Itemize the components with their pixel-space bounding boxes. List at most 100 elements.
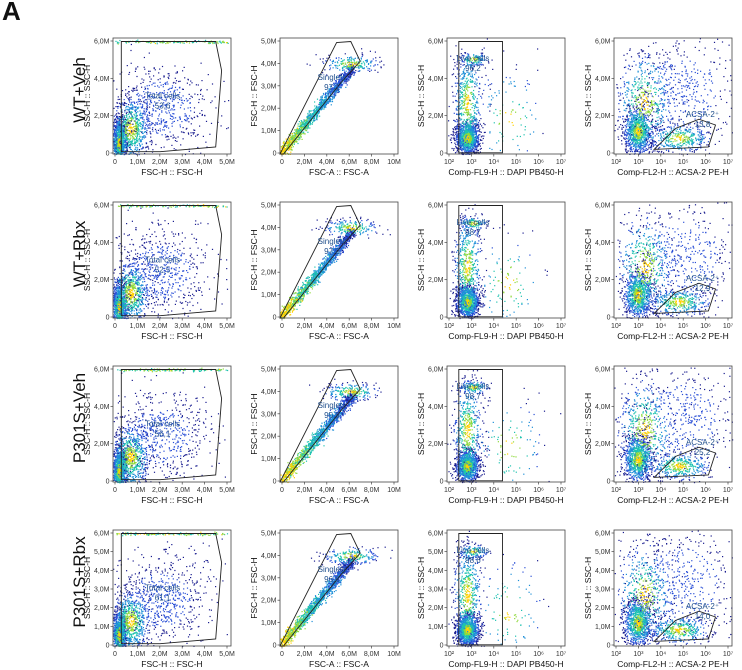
x-tick-label: 10⁷ [556, 487, 567, 494]
y-axis-label: SSC-H :: SSC-H [416, 229, 426, 291]
event-dots [614, 368, 733, 484]
x-tick-label: 0 [113, 651, 117, 658]
x-tick-label: 2,0M [297, 487, 313, 494]
gate-percent: 25,2 [695, 448, 711, 457]
gate-percent: 52,5 [155, 265, 171, 274]
gate-name: Live cells [457, 382, 490, 391]
x-axis-label: Comp-FL2-H :: ACSA-2 PE-H [617, 331, 728, 341]
x-tick-label: 3,0M [174, 159, 190, 166]
gate-percent: 95,9 [324, 411, 340, 420]
y-tick-label: 2,0M [428, 277, 444, 284]
y-tick-label: 6,0M [94, 39, 110, 46]
x-tick-label: 10⁷ [723, 487, 734, 494]
x-tick-label: 10⁴ [655, 159, 666, 166]
y-tick-label: 2,0M [428, 441, 444, 448]
x-tick-label: 10⁵ [511, 159, 522, 166]
gate-percent: 97,0 [324, 247, 340, 256]
x-tick-label: 10⁴ [655, 487, 666, 494]
y-tick-label: 3,0M [261, 411, 277, 418]
x-tick-label: 4,0M [197, 159, 213, 166]
y-tick-label: 4,0M [94, 404, 110, 411]
x-tick-label: 10M [387, 487, 401, 494]
y-tick-label: 0 [273, 151, 277, 158]
gate-name: Singlets [318, 237, 346, 246]
y-tick-label: 1,0M [261, 620, 277, 627]
x-tick-label: 6,0M [341, 651, 357, 658]
x-tick-label: 2,0M [297, 159, 313, 166]
x-tick-label: 10⁴ [655, 651, 666, 658]
y-axis-label: SSC-H :: SSC-H [416, 393, 426, 455]
x-tick-label: 10² [444, 651, 455, 658]
x-tick-label: 10³ [633, 651, 644, 658]
x-tick-label: 0 [113, 487, 117, 494]
x-tick-label: 5,0M [219, 651, 235, 658]
y-tick-label: 6,0M [595, 39, 611, 46]
y-tick-label: 5,0M [261, 531, 277, 538]
y-tick-label: 1,0M [261, 292, 277, 299]
gate-percent: 14,0 [695, 612, 711, 621]
y-tick-label: 2,0M [595, 605, 611, 612]
x-tick-label: 1,0M [130, 159, 146, 166]
x-tick-label: 2,0M [152, 159, 168, 166]
event-dots [615, 38, 734, 155]
x-tick-label: 10⁷ [723, 159, 734, 166]
y-tick-label: 6,0M [428, 39, 444, 46]
y-tick-label: 6,0M [428, 367, 444, 374]
y-axis-label: FSC-H :: FSC-H [249, 65, 259, 126]
y-tick-label: 4,0M [261, 61, 277, 68]
gate-name: Total cells [145, 91, 180, 100]
y-axis-label: SSC-H :: SSC-H [583, 393, 593, 455]
y-tick-label: 2,0M [94, 113, 110, 120]
x-tick-label: 4,0M [197, 487, 213, 494]
x-tick-label: 0 [280, 323, 284, 330]
y-axis-label: SSC-H :: SSC-H [82, 557, 92, 619]
x-tick-label: 10⁶ [533, 159, 544, 166]
y-tick-label: 2,0M [261, 598, 277, 605]
x-tick-label: 4,0M [197, 651, 213, 658]
x-axis-label: FSC-A :: FSC-A [309, 659, 369, 669]
y-axis-label: SSC-H :: SSC-H [583, 229, 593, 291]
gate-percent: 53,6 [155, 101, 171, 110]
y-axis-label: SSC-H :: SSC-H [583, 557, 593, 619]
y-tick-label: 0 [273, 643, 277, 650]
y-tick-label: 4,0M [261, 225, 277, 232]
x-axis-label: Comp-FL9-H :: DAPI PB450-H [448, 659, 563, 669]
gate-name: Total cells [145, 419, 180, 428]
x-tick-label: 8,0M [364, 159, 380, 166]
x-tick-label: 10⁶ [700, 159, 711, 166]
x-tick-label: 10⁷ [556, 651, 567, 658]
x-tick-label: 10⁶ [533, 651, 544, 658]
x-tick-label: 10⁵ [511, 323, 522, 330]
y-axis-label: SSC-H :: SSC-H [416, 65, 426, 127]
x-tick-label: 5,0M [219, 323, 235, 330]
y-tick-label: 1,0M [261, 456, 277, 463]
y-tick-label: 0 [440, 151, 444, 158]
scatter-plot-r4-c1: Total cells61,101,0M2,0M3,0M4,0M5,0M6,0M… [82, 530, 235, 669]
x-tick-label: 10² [611, 159, 622, 166]
y-tick-label: 2,0M [261, 106, 277, 113]
y-axis-label: FSC-H :: FSC-H [249, 229, 259, 290]
x-tick-label: 0 [113, 159, 117, 166]
x-tick-label: 10⁷ [723, 323, 734, 330]
x-tick-label: 10⁵ [511, 651, 522, 658]
y-tick-label: 0 [607, 151, 611, 158]
x-tick-label: 10M [387, 323, 401, 330]
x-axis-label: Comp-FL2-H :: ACSA-2 PE-H [617, 167, 728, 177]
x-tick-label: 10⁵ [678, 487, 689, 494]
gate-outline [280, 206, 360, 319]
y-tick-label: 0 [106, 151, 110, 158]
x-tick-label: 0 [280, 651, 284, 658]
y-axis-label: SSC-H :: SSC-H [82, 229, 92, 291]
y-tick-label: 2,0M [261, 270, 277, 277]
x-tick-label: 3,0M [174, 323, 190, 330]
y-tick-label: 6,0M [94, 531, 110, 538]
y-tick-label: 3,0M [94, 587, 110, 594]
x-axis-label: Comp-FL9-H :: DAPI PB450-H [448, 331, 563, 341]
y-tick-label: 6,0M [428, 203, 444, 210]
y-axis-label: SSC-H :: SSC-H [583, 65, 593, 127]
x-tick-label: 10² [444, 487, 455, 494]
x-tick-label: 3,0M [174, 487, 190, 494]
x-tick-label: 10⁶ [700, 651, 711, 658]
